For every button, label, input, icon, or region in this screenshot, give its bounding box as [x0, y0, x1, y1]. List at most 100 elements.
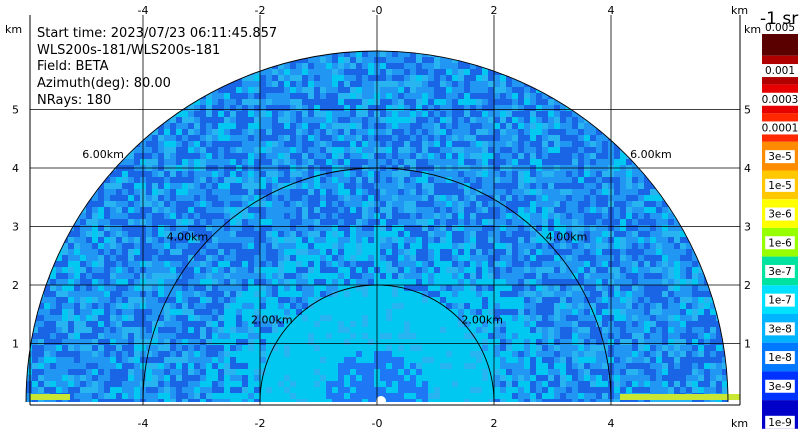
field-cell — [266, 255, 272, 261]
field-cell — [644, 327, 650, 333]
field-cell — [356, 141, 362, 147]
field-cell — [86, 285, 92, 291]
field-cell — [296, 213, 302, 219]
field-cell — [410, 93, 416, 99]
field-cell — [362, 159, 368, 165]
field-cell — [482, 303, 488, 309]
field-cell — [428, 153, 434, 159]
field-cell — [32, 303, 38, 309]
field-cell — [74, 219, 80, 225]
field-cell — [404, 285, 410, 291]
field-cell — [452, 69, 458, 75]
field-cell — [230, 267, 236, 273]
field-cell — [152, 225, 158, 231]
field-cell — [554, 207, 560, 213]
field-cell — [314, 261, 320, 267]
field-cell — [254, 135, 260, 141]
field-cell — [320, 345, 326, 351]
field-cell — [410, 141, 416, 147]
field-cell — [422, 339, 428, 345]
field-cell — [560, 279, 566, 285]
field-cell — [560, 267, 566, 273]
field-cell — [218, 159, 224, 165]
field-cell — [326, 345, 332, 351]
field-cell — [560, 249, 566, 255]
field-cell — [614, 177, 620, 183]
field-cell — [326, 363, 332, 369]
field-cell — [188, 249, 194, 255]
field-cell — [266, 147, 272, 153]
field-cell — [518, 213, 524, 219]
field-cell — [476, 213, 482, 219]
field-cell — [398, 81, 404, 87]
field-cell — [278, 81, 284, 87]
field-cell — [182, 339, 188, 345]
field-cell — [164, 357, 170, 363]
field-cell — [350, 207, 356, 213]
field-cell — [530, 333, 536, 339]
field-cell — [242, 369, 248, 375]
field-cell — [68, 369, 74, 375]
field-cell — [164, 195, 170, 201]
field-cell — [236, 195, 242, 201]
field-cell — [38, 339, 44, 345]
field-cell — [512, 123, 518, 129]
field-cell — [464, 177, 470, 183]
field-cell — [476, 177, 482, 183]
field-cell — [668, 339, 674, 345]
field-cell — [632, 279, 638, 285]
field-cell — [488, 147, 494, 153]
field-cell — [512, 285, 518, 291]
field-cell — [116, 333, 122, 339]
field-cell — [308, 63, 314, 69]
field-cell — [620, 315, 626, 321]
field-cell — [314, 81, 320, 87]
field-cell — [296, 249, 302, 255]
field-cell — [416, 303, 422, 309]
field-cell — [530, 249, 536, 255]
field-cell — [554, 267, 560, 273]
field-cell — [128, 255, 134, 261]
field-cell — [368, 81, 374, 87]
field-cell — [398, 93, 404, 99]
field-cell — [326, 237, 332, 243]
field-cell — [212, 345, 218, 351]
field-cell — [542, 369, 548, 375]
field-cell — [686, 309, 692, 315]
field-cell — [332, 285, 338, 291]
field-cell — [422, 189, 428, 195]
field-cell — [302, 69, 308, 75]
field-cell — [344, 297, 350, 303]
field-cell — [332, 213, 338, 219]
field-cell — [710, 321, 716, 327]
field-cell — [398, 255, 404, 261]
field-cell — [272, 321, 278, 327]
field-cell — [434, 81, 440, 87]
field-cell — [368, 357, 374, 363]
field-cell — [92, 195, 98, 201]
field-cell — [50, 297, 56, 303]
field-cell — [602, 129, 608, 135]
field-cell — [290, 201, 296, 207]
field-cell — [512, 177, 518, 183]
field-cell — [602, 273, 608, 279]
field-cell — [554, 183, 560, 189]
field-cell — [182, 213, 188, 219]
field-cell — [404, 93, 410, 99]
field-cell — [440, 99, 446, 105]
field-cell — [380, 237, 386, 243]
field-cell — [86, 303, 92, 309]
field-cell — [266, 363, 272, 369]
field-cell — [260, 123, 266, 129]
field-cell — [560, 285, 566, 291]
field-cell — [332, 357, 338, 363]
field-cell — [578, 273, 584, 279]
field-cell — [164, 333, 170, 339]
field-cell — [296, 279, 302, 285]
field-cell — [650, 315, 656, 321]
field-cell — [602, 267, 608, 273]
field-cell — [116, 267, 122, 273]
field-cell — [488, 279, 494, 285]
field-cell — [194, 117, 200, 123]
field-cell — [278, 291, 284, 297]
